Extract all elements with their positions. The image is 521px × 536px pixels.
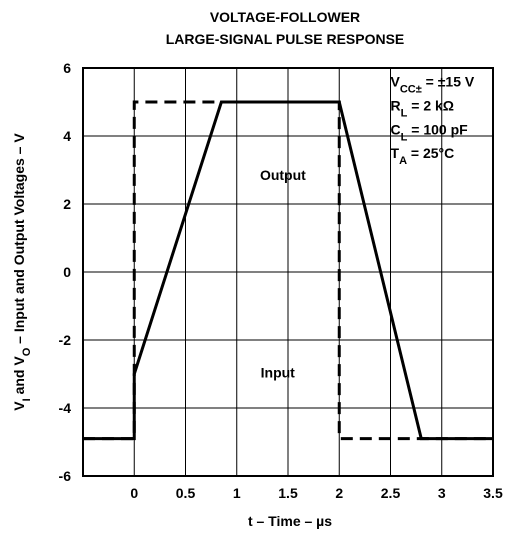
annotation: Output — [260, 167, 306, 183]
x-tick-label: 0.5 — [176, 485, 196, 501]
chart-title: LARGE-SIGNAL PULSE RESPONSE — [166, 31, 405, 47]
y-tick-label: 2 — [63, 196, 71, 212]
chart-title: VOLTAGE-FOLLOWER — [210, 9, 360, 25]
annotation: Input — [261, 364, 296, 380]
x-axis-label: t – Time – µs — [248, 513, 332, 529]
text-part: – Input and Output Voltages – V — [11, 133, 27, 348]
text-part: = ±15 V — [422, 74, 475, 90]
x-tick-label: 3.5 — [483, 485, 503, 501]
annotation: TA = 25°C — [391, 145, 455, 167]
text-part: = 100 pF — [407, 121, 468, 137]
y-tick-label: 6 — [63, 60, 71, 76]
text-part: R — [391, 98, 401, 114]
y-tick-label: -2 — [59, 332, 72, 348]
x-tick-label: 1 — [233, 485, 241, 501]
x-tick-label: 3 — [438, 485, 446, 501]
text-part: V — [11, 401, 27, 411]
text-part: = 25°C — [407, 145, 454, 161]
text-part: L — [401, 131, 408, 143]
x-tick-label: 2.5 — [381, 485, 401, 501]
text-part: V — [391, 74, 401, 90]
plot-frame — [82, 67, 494, 477]
text-part: = 2 kΩ — [407, 98, 454, 114]
text-part: O — [21, 347, 33, 356]
y-tick-label: 0 — [63, 264, 71, 280]
text-part: L — [401, 108, 408, 120]
annotation: CL = 100 pF — [391, 121, 469, 143]
x-tick-label: 2 — [335, 485, 343, 501]
text-part: Output — [260, 167, 306, 183]
y-tick-label: 4 — [63, 128, 71, 144]
series-line — [83, 100, 493, 441]
text-part: C — [391, 121, 401, 137]
text-part: Input — [261, 364, 296, 380]
x-tick-label: 1.5 — [278, 485, 298, 501]
text-part: CC± — [400, 84, 422, 96]
text-part: T — [391, 145, 400, 161]
text-part: A — [399, 155, 407, 167]
annotation: RL = 2 kΩ — [391, 98, 455, 120]
x-tick-label: 0 — [130, 485, 138, 501]
text-part: I — [21, 398, 33, 401]
y-axis-label: VI and VO – Input and Output Voltages – … — [11, 133, 33, 411]
y-tick-label: -4 — [59, 400, 72, 416]
text-part: and V — [11, 356, 27, 399]
y-tick-label: -6 — [59, 468, 72, 484]
text-part: t – Time – µs — [248, 513, 332, 529]
annotation: VCC± = ±15 V — [391, 74, 475, 96]
